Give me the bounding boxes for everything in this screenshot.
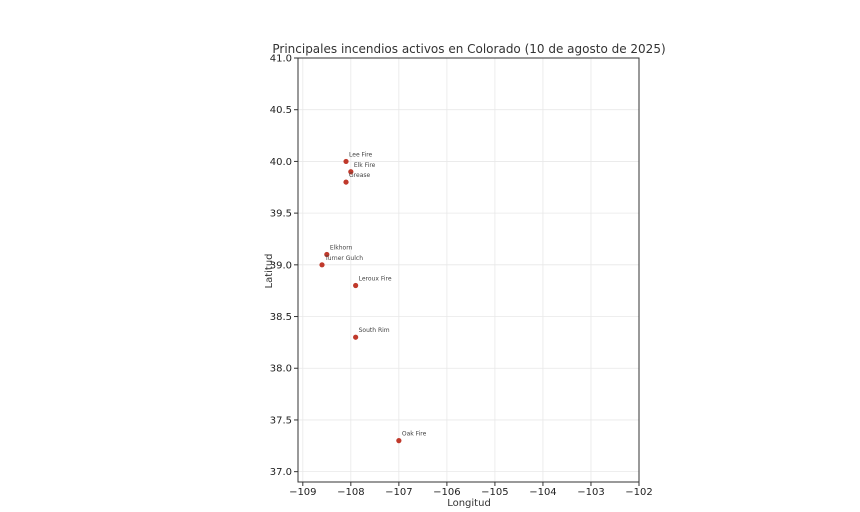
data-point: [343, 158, 349, 165]
grid: [298, 57, 640, 482]
x-tick-label: −107: [385, 487, 412, 498]
data-point: [353, 334, 359, 340]
x-axis: −109 −108 −107 −106 −105 −104 −103 −102: [289, 482, 653, 498]
point-label: Turner Gulch: [324, 255, 363, 262]
point-label: Elk Fire: [354, 162, 376, 169]
y-tick-label: 41.0: [270, 54, 292, 65]
y-tick-label: 40.5: [270, 105, 292, 116]
x-tick-label: −105: [481, 487, 508, 498]
x-tick-label: −104: [529, 487, 556, 498]
y-axis-label: Latitud: [264, 253, 275, 288]
y-tick-label: 40.0: [270, 157, 292, 168]
point-label: Oak Fire: [402, 431, 427, 438]
y-tick-label: 37.5: [270, 415, 292, 426]
chart-title: Principales incendios activos en Colorad…: [272, 42, 665, 56]
data-point: [324, 251, 330, 258]
data-points: Lee Fire Elk Fire Grease Elkhorn Turner Gulc…: [319, 151, 427, 444]
data-point: [396, 438, 402, 444]
x-tick-label: −108: [337, 487, 364, 498]
point-label: Grease: [349, 172, 370, 179]
y-tick-label: 39.0: [270, 260, 292, 271]
x-tick-label: −106: [433, 487, 460, 498]
x-tick-label: −109: [289, 487, 316, 498]
x-tick-label: −102: [625, 487, 652, 498]
point-label: Elkhorn: [330, 244, 353, 251]
point-label: South Rim: [359, 327, 390, 334]
point-label: Leroux Fire: [359, 276, 392, 283]
y-tick-label: 39.5: [270, 209, 292, 220]
data-point: [348, 169, 354, 175]
y-axis: 37.0 37.5 38.0 38.5 39.0 39.5 40.0 40.5 41.0: [270, 54, 298, 478]
y-tick-label: 38.5: [270, 312, 292, 323]
plot-area: [297, 57, 640, 483]
y-tick-label: 38.0: [270, 364, 292, 375]
x-tick-label: −103: [577, 487, 604, 498]
y-tick-label: 37.0: [270, 467, 292, 478]
data-point: [343, 179, 349, 185]
point-label: Lee Fire: [349, 151, 373, 158]
data-point: [353, 282, 359, 289]
data-point: [319, 262, 325, 268]
x-axis-label: Longitud: [447, 498, 491, 509]
